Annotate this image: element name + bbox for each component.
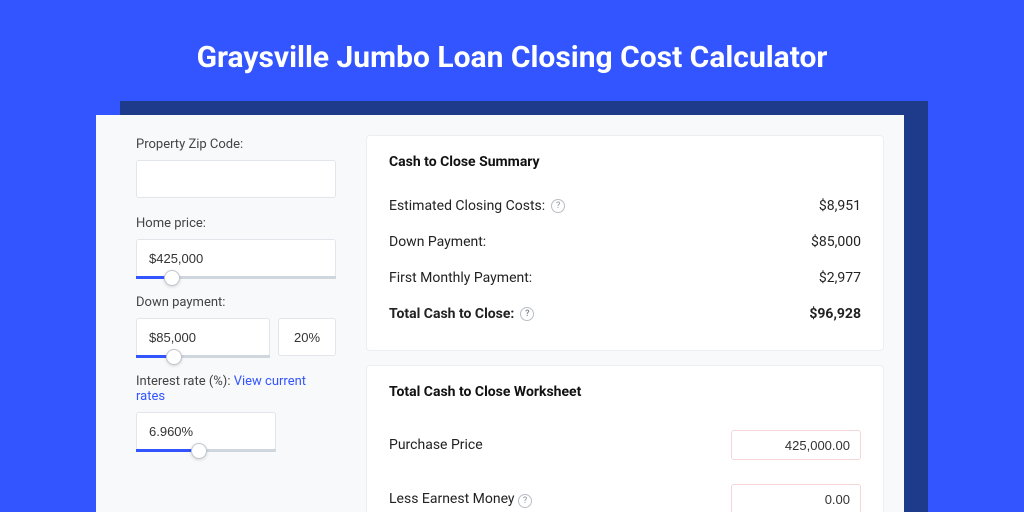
summary-row-total: Total Cash to Close: ? $96,928 xyxy=(389,296,861,332)
input-sidebar: Property Zip Code: Home price: Down paym… xyxy=(96,115,356,512)
interest-rate-field-group: Interest rate (%): View current rates xyxy=(136,374,336,450)
down-payment-slider[interactable] xyxy=(136,355,270,358)
summary-title: Cash to Close Summary xyxy=(389,154,861,170)
down-payment-label: Down payment: xyxy=(136,295,336,310)
worksheet-row-label: Purchase Price xyxy=(389,437,483,453)
down-payment-pct-input[interactable] xyxy=(278,318,336,356)
summary-row-value: $2,977 xyxy=(819,270,861,286)
help-icon[interactable]: ? xyxy=(551,199,565,213)
home-price-field-group: Home price: xyxy=(136,216,336,277)
worksheet-row: Less Earnest Money ? xyxy=(389,472,861,512)
summary-row-label: Estimated Closing Costs: xyxy=(389,198,545,214)
down-payment-input-wrap xyxy=(136,318,270,356)
interest-rate-slider[interactable] xyxy=(136,449,276,452)
summary-row-label: Down Payment: xyxy=(389,234,486,250)
home-price-input-wrap xyxy=(136,239,336,277)
home-price-slider[interactable] xyxy=(136,276,336,279)
worksheet-title: Total Cash to Close Worksheet xyxy=(389,384,861,400)
interest-rate-label: Interest rate (%): xyxy=(136,374,234,389)
interest-rate-input[interactable] xyxy=(136,412,276,450)
summary-row-label-wrap: Estimated Closing Costs: ? xyxy=(389,198,565,214)
shadow-backdrop: Property Zip Code: Home price: Down paym… xyxy=(120,101,928,512)
worksheet-row-input[interactable] xyxy=(731,484,861,512)
home-price-label: Home price: xyxy=(136,216,336,231)
summary-row-value: $96,928 xyxy=(809,306,861,322)
down-payment-pct-wrap xyxy=(278,318,336,356)
summary-row-label: Total Cash to Close: xyxy=(389,306,514,322)
help-icon[interactable]: ? xyxy=(520,307,534,321)
interest-rate-input-wrap xyxy=(136,412,276,450)
summary-row: Down Payment: $85,000 xyxy=(389,224,861,260)
summary-panel: Cash to Close Summary Estimated Closing … xyxy=(366,135,884,351)
down-payment-field-group: Down payment: xyxy=(136,295,336,356)
down-payment-row xyxy=(136,318,336,356)
worksheet-row: Purchase Price xyxy=(389,418,861,472)
down-payment-slider-thumb[interactable] xyxy=(166,349,182,365)
summary-row-value: $8,951 xyxy=(819,198,861,214)
down-payment-input[interactable] xyxy=(136,318,270,356)
zip-field-group: Property Zip Code: xyxy=(136,137,336,198)
summary-row-value: $85,000 xyxy=(811,234,861,250)
results-main: Cash to Close Summary Estimated Closing … xyxy=(356,115,904,512)
worksheet-row-label-wrap: Purchase Price xyxy=(389,437,483,453)
summary-row-label-wrap: First Monthly Payment: xyxy=(389,270,532,286)
worksheet-row-input[interactable] xyxy=(731,430,861,460)
help-icon[interactable]: ? xyxy=(518,494,532,508)
page-title: Graysville Jumbo Loan Closing Cost Calcu… xyxy=(0,0,1024,101)
worksheet-panel: Total Cash to Close Worksheet Purchase P… xyxy=(366,365,884,512)
summary-row-label-wrap: Total Cash to Close: ? xyxy=(389,306,534,322)
calculator-card: Property Zip Code: Home price: Down paym… xyxy=(96,115,904,512)
summary-row-label-wrap: Down Payment: xyxy=(389,234,486,250)
home-price-slider-thumb[interactable] xyxy=(164,270,180,286)
interest-rate-slider-fill xyxy=(136,449,199,452)
worksheet-row-label-wrap: Less Earnest Money ? xyxy=(389,491,532,508)
interest-rate-label-row: Interest rate (%): View current rates xyxy=(136,374,336,404)
zip-input[interactable] xyxy=(136,160,336,198)
worksheet-row-label: Less Earnest Money xyxy=(389,491,515,507)
summary-row: Estimated Closing Costs: ? $8,951 xyxy=(389,188,861,224)
zip-label: Property Zip Code: xyxy=(136,137,336,152)
interest-rate-slider-thumb[interactable] xyxy=(191,443,207,459)
summary-row: First Monthly Payment: $2,977 xyxy=(389,260,861,296)
summary-row-label: First Monthly Payment: xyxy=(389,270,532,286)
